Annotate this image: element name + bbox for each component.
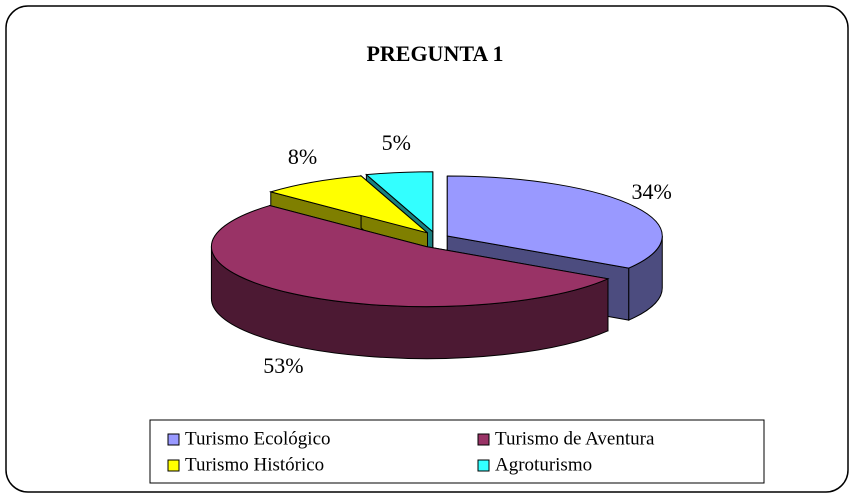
legend-box: [149, 419, 765, 484]
slice-top: [365, 171, 434, 233]
legend-label: Turismo Histórico: [185, 454, 324, 475]
data-label: 34%: [632, 179, 672, 204]
chart-title: PREGUNTA 1: [366, 41, 503, 66]
legend-label: Turismo Ecológico: [185, 428, 331, 449]
data-label: 53%: [263, 353, 303, 378]
data-label: 5%: [382, 130, 411, 155]
legend-swatch: [167, 459, 180, 472]
slice-top: [446, 175, 663, 269]
slice-top: [268, 175, 428, 234]
legend-swatch: [167, 433, 180, 446]
slice-top: [210, 205, 610, 308]
data-label: 8%: [288, 144, 317, 169]
legend-label: Agroturismo: [495, 454, 592, 475]
pie-slice: [210, 204, 610, 360]
legend-label: Turismo de Aventura: [495, 428, 655, 449]
legend-swatch: [477, 433, 490, 446]
legend-swatch: [477, 459, 490, 472]
